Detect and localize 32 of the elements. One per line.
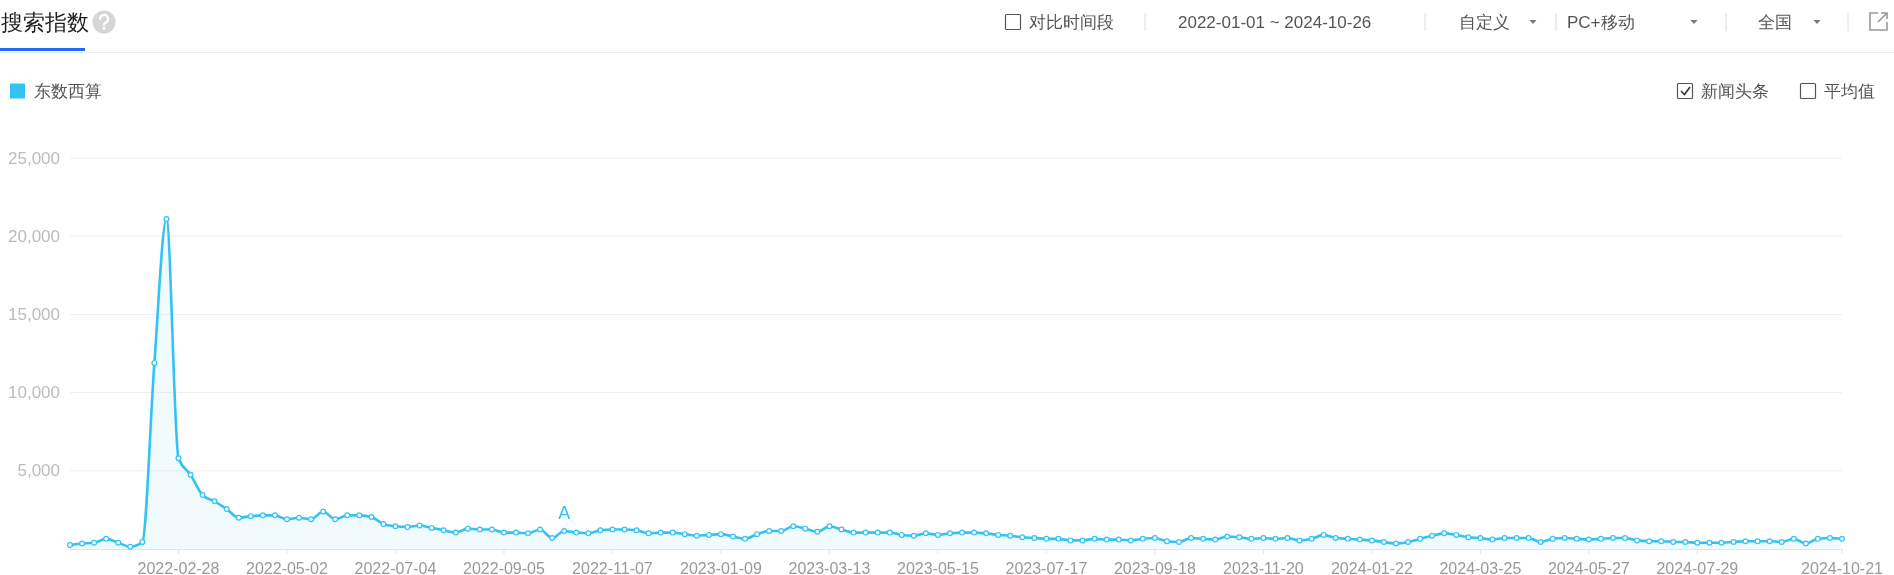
x-tick-label: 2022-05-02 bbox=[246, 559, 328, 575]
y-tick-label: 10,000 bbox=[8, 383, 60, 403]
x-tick-label: 2022-09-05 bbox=[463, 559, 545, 575]
y-tick-label: 25,000 bbox=[8, 148, 60, 168]
x-tick-label: 2023-09-18 bbox=[1113, 559, 1196, 575]
x-tick-label: 2023-07-17 bbox=[1005, 559, 1088, 575]
y-tick-label: 20,000 bbox=[8, 226, 60, 246]
x-tick-label: 2024-01-22 bbox=[1330, 559, 1413, 575]
x-tick-label: 2024-10-21 bbox=[1801, 559, 1884, 575]
text: 对比时间段 bbox=[1029, 12, 1114, 32]
x-tick-label: 2023-05-15 bbox=[897, 559, 979, 575]
annotation: A bbox=[558, 503, 571, 524]
y-tick-label: 5,000 bbox=[17, 461, 60, 481]
x-tick-label: 2023-03-13 bbox=[788, 559, 871, 575]
x-tick-label: 2022-11-07 bbox=[572, 559, 653, 575]
text: 自定义 bbox=[1459, 12, 1510, 32]
text: 平均值 bbox=[1824, 81, 1875, 101]
x-tick-label: 2024-05-27 bbox=[1547, 559, 1630, 575]
legend: 东数西算 bbox=[10, 81, 102, 101]
text: 2022-01-01 ~ 2024-10-26 bbox=[1178, 12, 1372, 32]
x-tick-label: 2024-07-29 bbox=[1656, 559, 1739, 575]
x-tick-label: 2022-07-04 bbox=[354, 559, 437, 575]
text: 全国 bbox=[1758, 12, 1792, 32]
x-tick-label: 2023-11-20 bbox=[1223, 559, 1304, 575]
chart-title: 搜索指数 bbox=[1, 9, 89, 35]
legend-label: 东数西算 bbox=[34, 81, 102, 101]
text: PC+移动 bbox=[1567, 12, 1635, 32]
x-tick-label: 2024-03-25 bbox=[1439, 559, 1522, 575]
y-tick-label: 15,000 bbox=[8, 304, 60, 324]
text: 新闻头条 bbox=[1701, 81, 1769, 101]
x-tick-label: 2022-02-28 bbox=[137, 559, 220, 575]
x-tick-label: 2023-01-09 bbox=[680, 559, 762, 575]
